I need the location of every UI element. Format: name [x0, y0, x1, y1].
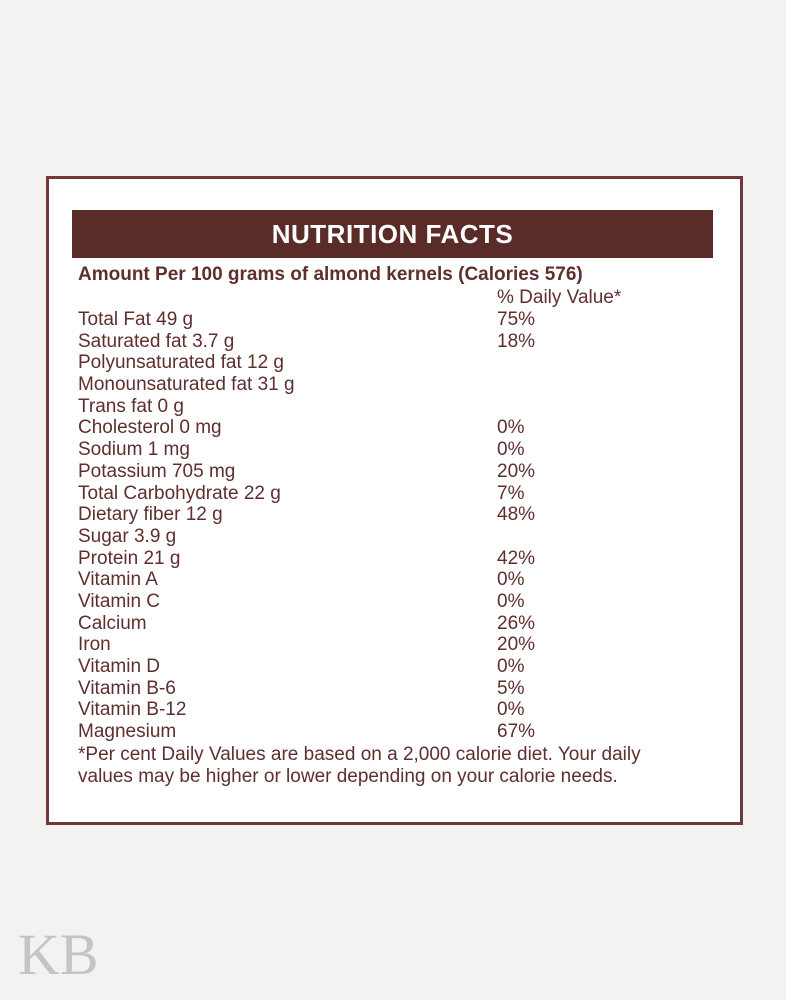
nutrient-daily-value: 0%: [497, 656, 525, 677]
amount-per-serving-line: Amount Per 100 grams of almond kernels (…: [78, 264, 583, 285]
nutrient-row: Vitamin A 0%: [78, 569, 730, 591]
daily-value-footnote: *Per cent Daily Values are based on a 2,…: [78, 744, 641, 787]
nutrition-label-card: NUTRITION FACTS Amount Per 100 grams of …: [46, 176, 743, 825]
nutrient-row: Vitamin D 0%: [78, 656, 730, 678]
nutrient-daily-value: 0%: [497, 417, 525, 439]
nutrient-daily-value: 20%: [497, 460, 536, 482]
nutrient-daily-value: 75%: [497, 309, 536, 330]
nutrient-row: Calcium 26%: [78, 613, 730, 635]
nutrient-daily-value: 26%: [497, 612, 536, 634]
nutrient-name: Trans fat 0 g: [78, 395, 184, 417]
nutrient-row: Trans fat 0 g: [78, 396, 730, 418]
nutrient-name: Protein 21 g: [78, 547, 181, 569]
daily-value-column-header: % Daily Value*: [497, 287, 622, 308]
nutrient-name: Vitamin B-6: [78, 677, 176, 699]
nutrient-row: Vitamin B-12 0%: [78, 699, 730, 721]
nutrient-row: Potassium 705 mg 20%: [78, 461, 730, 483]
nutrient-row: Cholesterol 0 mg 0%: [78, 417, 730, 439]
nutrient-row: Protein 21 g 42%: [78, 548, 730, 570]
nutrient-name: Sugar 3.9 g: [78, 525, 177, 547]
nutrition-facts-title-bar: NUTRITION FACTS: [72, 210, 713, 258]
nutrient-name: Vitamin B-12: [78, 699, 187, 721]
nutrient-row: Total Carbohydrate 22 g 7%: [78, 483, 730, 505]
nutrient-name: Vitamin D: [78, 656, 161, 677]
nutrient-daily-value: 7%: [497, 482, 525, 504]
nutrient-row: Saturated fat 3.7 g 18%: [78, 331, 730, 353]
nutrient-name: Monounsaturated fat 31 g: [78, 374, 295, 396]
nutrient-name: Dietary fiber 12 g: [78, 504, 223, 526]
nutrient-name: Sodium 1 mg: [78, 439, 190, 461]
nutrient-daily-value: 0%: [497, 569, 525, 591]
nutrient-row: Sugar 3.9 g: [78, 526, 730, 548]
nutrient-daily-value: 0%: [497, 439, 525, 461]
nutrient-name: Vitamin C: [78, 590, 161, 612]
nutrition-facts-title: NUTRITION FACTS: [271, 218, 514, 249]
nutrient-rows: Total Fat 49 g 75% Saturated fat 3.7 g 1…: [78, 309, 730, 743]
nutrient-name: Total Fat 49 g: [78, 309, 194, 330]
nutrient-row: Dietary fiber 12 g 48%: [78, 504, 730, 526]
kb-watermark: KB: [18, 922, 99, 987]
nutrient-name: Magnesium: [78, 721, 177, 743]
nutrient-row: Monounsaturated fat 31 g: [78, 374, 730, 396]
nutrient-daily-value: 0%: [497, 699, 525, 721]
nutrient-name: Iron: [78, 634, 111, 656]
nutrient-row: Iron 20%: [78, 634, 730, 656]
nutrient-daily-value: 48%: [497, 504, 536, 526]
nutrient-row: Vitamin B-6 5%: [78, 678, 730, 700]
nutrient-name: Polyunsaturated fat 12 g: [78, 352, 284, 374]
nutrient-row: Total Fat 49 g 75%: [78, 309, 730, 331]
nutrient-daily-value: 20%: [497, 634, 536, 656]
nutrient-name: Potassium 705 mg: [78, 460, 236, 482]
nutrient-daily-value: 42%: [497, 547, 536, 569]
nutrient-name: Calcium: [78, 612, 147, 634]
nutrient-daily-value: 18%: [497, 330, 536, 352]
nutrient-daily-value: 67%: [497, 721, 536, 743]
nutrient-name: Cholesterol 0 mg: [78, 417, 222, 439]
nutrient-name: Total Carbohydrate 22 g: [78, 482, 281, 504]
nutrient-row: Magnesium 67%: [78, 721, 730, 743]
nutrient-row: Sodium 1 mg 0%: [78, 439, 730, 461]
nutrient-name: Vitamin A: [78, 569, 158, 591]
nutrient-daily-value: 0%: [497, 590, 525, 612]
nutrient-row: Vitamin C 0%: [78, 591, 730, 613]
nutrient-row: Polyunsaturated fat 12 g: [78, 352, 730, 374]
nutrient-daily-value: 5%: [497, 677, 525, 699]
nutrient-name: Saturated fat 3.7 g: [78, 330, 235, 352]
